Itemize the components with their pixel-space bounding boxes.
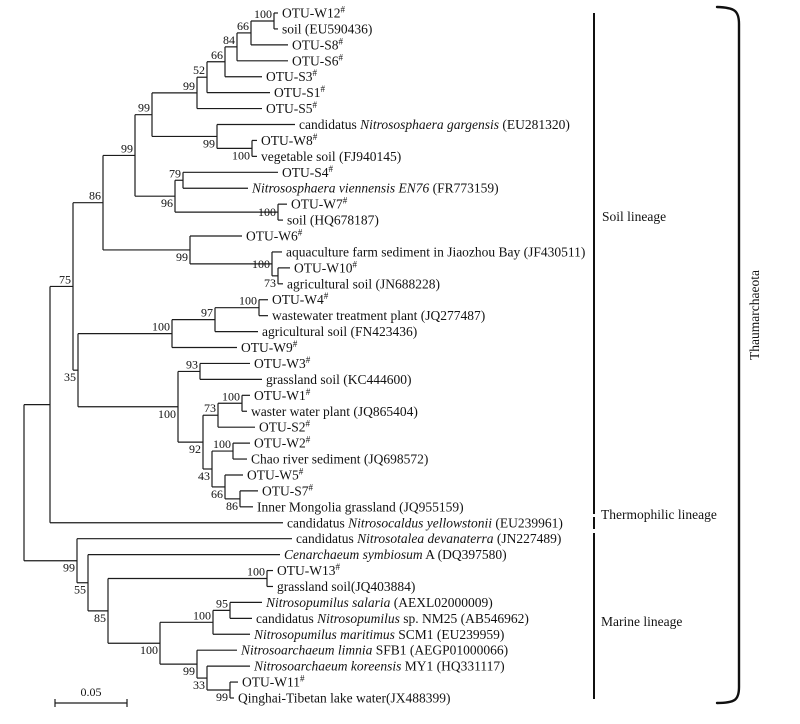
bootstrap-value: 99: [183, 79, 195, 93]
bootstrap-value: 100: [252, 257, 270, 271]
taxon-label: Nitrososphaera viennensis EN76 (FR773159…: [251, 181, 499, 196]
taxon-label: OTU-W7#: [291, 196, 348, 212]
taxon-label: vegetable soil (FJ940145): [261, 149, 401, 164]
taxon-label: Nitrosoarchaeum koreensis MY1 (HQ331117): [253, 659, 505, 674]
bootstrap-value: 100: [140, 643, 158, 657]
taxon-label: OTU-S8#: [292, 36, 344, 52]
bootstrap-value: 99: [121, 141, 133, 155]
lineage-brackets: Soil lineage Thermophilic lineage Marine…: [593, 5, 762, 705]
taxon-label: grassland soil(JQ403884): [277, 579, 415, 594]
taxon-label: Nitrosoarchaeum limnia SFB1 (AEGP0100006…: [240, 643, 508, 658]
marine-lineage-label: Marine lineage: [601, 614, 682, 629]
taxon-label: OTU-W5#: [247, 466, 304, 482]
bootstrap-value: 66: [211, 48, 223, 62]
bootstrap-value: 92: [189, 442, 201, 456]
taxon-label: Nitrosopumilus salaria (AEXL02000009): [265, 595, 493, 610]
taxon-label: OTU-W8#: [261, 132, 318, 148]
taxon-label: OTU-W11#: [242, 674, 305, 690]
taxon-label: OTU-S2#: [259, 419, 311, 435]
scale-bar: 0.05: [54, 685, 128, 707]
bootstrap-value: 85: [94, 611, 106, 625]
taxon-label: OTU-S3#: [266, 68, 318, 84]
bootstrap-value: 100: [193, 608, 211, 622]
taxon-label: Chao river sediment (JQ698572): [251, 452, 428, 467]
taxon-label: grassland soil (KC444600): [266, 372, 412, 387]
taxon-label: Cenarchaeum symbiosum A (DQ397580): [284, 547, 507, 562]
taxon-label: OTU-W12#: [282, 5, 345, 21]
taxon-label: OTU-W6#: [246, 228, 303, 244]
bootstrap-value: 99: [138, 101, 150, 115]
bootstrap-value: 100: [152, 320, 170, 334]
taxon-label: OTU-S4#: [282, 164, 334, 180]
bootstrap-value: 84: [223, 33, 235, 47]
taxon-label: Qinghai-Tibetan lake water(JX488399): [238, 690, 450, 705]
tree-layer: OTU-W12#soil (EU590436) 100 OTU-S8# 66 OTU-S…: [23, 5, 585, 705]
bootstrap-value: 100: [213, 437, 231, 451]
taxon-label: candidatus Nitrososphaera gargensis (EU2…: [299, 117, 570, 132]
bootstrap-value: 66: [237, 19, 249, 33]
taxon-label: waster water plant (JQ865404): [251, 404, 418, 419]
taxon-label: OTU-W9#: [241, 339, 298, 355]
thermophilic-lineage-label: Thermophilic lineage: [601, 507, 717, 522]
taxon-label: OTU-W3#: [254, 355, 311, 371]
bootstrap-value: 99: [216, 690, 228, 704]
bootstrap-value: 43: [198, 469, 210, 483]
taxon-label: candidatus Nitrosotalea devanaterra (JN2…: [296, 531, 561, 546]
bootstrap-value: 66: [211, 487, 223, 501]
bootstrap-value: 52: [193, 63, 205, 77]
taxon-label: OTU-S6#: [292, 52, 344, 68]
bootstrap-value: 86: [89, 189, 101, 203]
bootstrap-value: 55: [74, 583, 86, 597]
taxon-label: aquaculture farm sediment in Jiaozhou Ba…: [286, 244, 585, 259]
taxon-label: OTU-W13#: [277, 562, 340, 578]
bootstrap-value: 97: [201, 306, 213, 320]
soil-lineage-label: Soil lineage: [602, 209, 666, 224]
taxon-label: OTU-W1#: [254, 387, 311, 403]
bootstrap-value: 35: [64, 370, 76, 384]
taxon-label: OTU-W2#: [254, 435, 311, 451]
bootstrap-value: 100: [232, 148, 250, 162]
taxon-label: agricultural soil (FN423436): [262, 324, 417, 339]
taxon-label: Inner Mongolia grassland (JQ955159): [257, 499, 464, 514]
bootstrap-value: 99: [203, 136, 215, 150]
bootstrap-value: 100: [254, 7, 272, 21]
bootstrap-value: 99: [183, 664, 195, 678]
scale-bar-label: 0.05: [81, 685, 102, 699]
taxon-label: soil (EU590436): [282, 21, 372, 36]
taxon-label: Nitrosopumilus maritimus SCM1 (EU239959): [253, 627, 504, 642]
bootstrap-value: 100: [158, 407, 176, 421]
bootstrap-value: 73: [264, 276, 276, 290]
taxon-label: OTU-S1#: [274, 84, 326, 100]
bootstrap-value: 99: [176, 250, 188, 264]
taxon-label: OTU-S7#: [262, 482, 314, 498]
bootstrap-value: 93: [186, 357, 198, 371]
bootstrap-value: 33: [193, 678, 205, 692]
taxon-label: OTU-S5#: [266, 100, 318, 116]
taxon-label: wastewater treatment plant (JQ277487): [272, 308, 485, 323]
thaumarchaeota-bracket: [715, 5, 741, 705]
taxon-label: candidatus Nitrosopumilus sp. NM25 (AB54…: [256, 611, 529, 626]
bootstrap-value: 73: [204, 401, 216, 415]
thaumarchaeota-label: Thaumarchaeota: [747, 270, 762, 360]
taxon-label: OTU-W10#: [294, 259, 357, 275]
bootstrap-value: 95: [216, 596, 228, 610]
bootstrap-value: 86: [226, 499, 238, 513]
bootstrap-value: 100: [247, 565, 265, 579]
bootstrap-value: 75: [59, 272, 71, 286]
taxon-label: OTU-W4#: [272, 291, 329, 307]
bootstrap-value: 96: [161, 196, 173, 210]
bootstrap-value: 100: [239, 294, 257, 308]
taxon-label: soil (HQ678187): [287, 213, 379, 228]
bootstrap-value: 99: [63, 561, 75, 575]
taxon-label: candidatus Nitrosocaldus yellowstonii (E…: [287, 515, 563, 530]
bootstrap-value: 79: [169, 166, 181, 180]
bootstrap-value: 100: [222, 389, 240, 403]
taxon-label: agricultural soil (JN688228): [287, 276, 440, 291]
bootstrap-value: 100: [258, 205, 276, 219]
